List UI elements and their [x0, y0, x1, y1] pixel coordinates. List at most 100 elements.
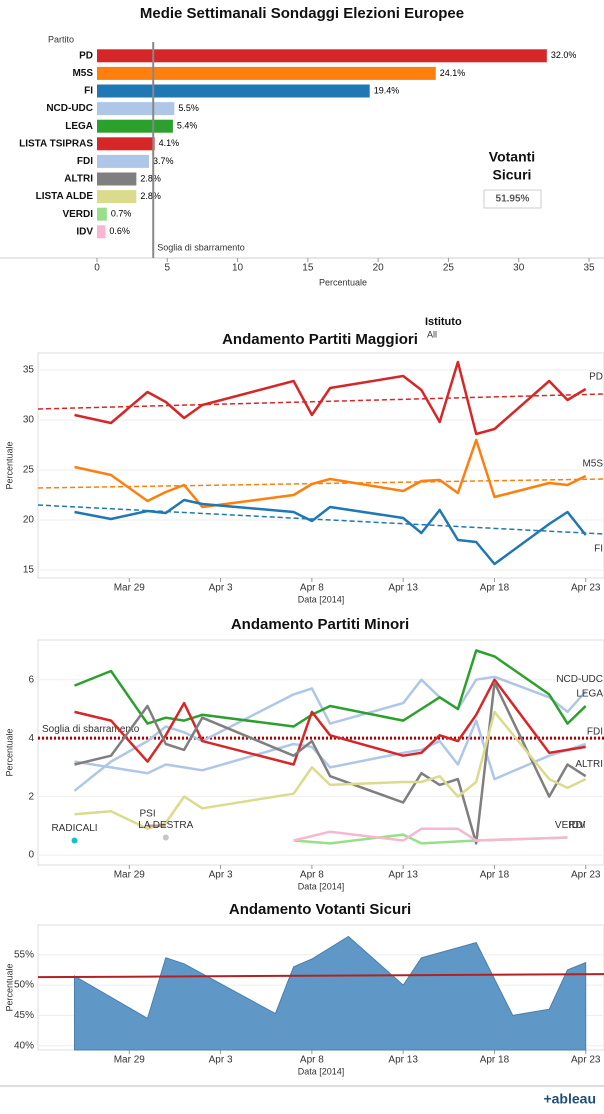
y-tick-label: 40% [14, 1040, 34, 1051]
y-axis-title: Percentuale [4, 728, 14, 776]
y-tick-label: 4 [28, 733, 34, 744]
plot-area [37, 639, 604, 866]
chart-title: Medie Settimanali Sondaggi Elezioni Euro… [140, 5, 464, 22]
category-label: FI [84, 86, 93, 97]
value-label: 5.5% [178, 103, 199, 113]
x-tick-label: 15 [302, 263, 314, 274]
filter-value: All [427, 329, 437, 339]
category-header: Partito [48, 34, 74, 44]
value-label: 2.8% [140, 173, 161, 183]
x-tick-label: Mar 29 [114, 583, 146, 594]
x-tick-label: Apr 8 [300, 1055, 324, 1066]
series-label: M5S [582, 459, 603, 470]
series-label: FI [594, 544, 603, 555]
series-label: ALTRI [575, 759, 603, 770]
x-tick-label: Apr 13 [388, 583, 418, 594]
category-label: LISTA ALDE [36, 191, 94, 202]
reference-label: Soglia di sbarramento [42, 724, 140, 735]
series-label: PD [589, 372, 603, 383]
bar [97, 172, 137, 186]
plot-area [37, 352, 604, 579]
series-label: RADICALI [51, 823, 97, 834]
point [71, 837, 78, 844]
x-tick-label: Apr 18 [480, 583, 510, 594]
category-label: ALTRI [64, 174, 93, 185]
area [73, 935, 587, 1051]
series-label: NCD-UDC [556, 674, 603, 685]
x-tick-label: Apr 23 [571, 1055, 601, 1066]
x-axis-title: Data [2014] [298, 1066, 345, 1076]
line [74, 498, 587, 566]
kpi-value: 51.95% [496, 194, 530, 205]
bar [97, 207, 107, 221]
y-tick-label: 2 [28, 791, 34, 802]
trend-line [37, 973, 604, 979]
y-axis-title: Percentuale [4, 441, 14, 489]
value-label: 2.8% [140, 191, 161, 201]
x-tick-label: Apr 13 [388, 870, 418, 881]
chart-title: Andamento Partiti Minori [231, 616, 409, 633]
bar [97, 225, 106, 239]
y-tick-label: 15 [23, 565, 35, 576]
bar [97, 102, 175, 116]
value-label: 24.1% [440, 68, 466, 78]
value-label: 19.4% [374, 85, 400, 95]
x-tick-label: 25 [443, 263, 455, 274]
category-label: VERDI [62, 209, 93, 220]
series-label: VERDI [555, 820, 586, 831]
category-label: PD [79, 50, 93, 61]
x-axis-title: Data [2014] [298, 881, 345, 891]
x-tick-label: Apr 3 [209, 583, 233, 594]
x-tick-label: Mar 29 [114, 870, 146, 881]
y-tick-label: 35 [23, 365, 35, 376]
category-label: IDV [76, 226, 93, 237]
trend-line [37, 478, 604, 489]
line [74, 649, 587, 728]
line [74, 438, 587, 509]
reference-label: Soglia di sbarramento [157, 242, 245, 252]
y-tick-label: 45% [14, 1010, 34, 1021]
y-tick-label: 6 [28, 674, 34, 685]
value-label: 0.7% [111, 209, 132, 219]
y-tick-label: 50% [14, 980, 34, 991]
x-tick-label: 10 [232, 263, 244, 274]
y-tick-label: 20 [23, 515, 35, 526]
category-label: LEGA [65, 121, 93, 132]
bar [97, 84, 370, 98]
x-tick-label: Apr 3 [209, 870, 233, 881]
category-label: LISTA TSIPRAS [19, 138, 93, 149]
kpi-title: Votanti [489, 149, 535, 165]
category-label: NCD-UDC [46, 103, 93, 114]
y-tick-label: 25 [23, 465, 35, 476]
value-label: 32.0% [551, 50, 577, 60]
trend-line [37, 504, 604, 535]
y-tick-label: 30 [23, 415, 35, 426]
chart-title: Andamento Partiti Maggiori [222, 331, 418, 348]
bar [97, 119, 173, 133]
y-tick-label: 55% [14, 949, 34, 960]
y-axis-title: Percentuale [4, 963, 14, 1011]
category-label: M5S [72, 68, 93, 79]
series-label: LEGA [576, 689, 603, 700]
value-label: 4.1% [159, 138, 180, 148]
x-axis-title: Percentuale [319, 277, 367, 287]
x-tick-label: Apr 13 [388, 1055, 418, 1066]
line [74, 681, 587, 845]
filter-label: Istituto [425, 316, 462, 328]
x-axis-title: Data [2014] [298, 594, 345, 604]
series-label: FDI [587, 727, 603, 738]
x-tick-label: Apr 23 [571, 583, 601, 594]
bar [97, 66, 436, 80]
x-tick-label: 0 [94, 263, 100, 274]
x-tick-label: Apr 8 [300, 870, 324, 881]
series-label: IDV [569, 820, 586, 831]
bar [97, 49, 547, 63]
trend-line [37, 393, 604, 410]
x-tick-label: 35 [583, 263, 595, 274]
x-tick-label: 5 [165, 263, 171, 274]
y-tick-label: 0 [28, 850, 34, 861]
x-tick-label: Mar 29 [114, 1055, 146, 1066]
line [74, 719, 587, 781]
logo: +ableau [543, 1091, 596, 1107]
